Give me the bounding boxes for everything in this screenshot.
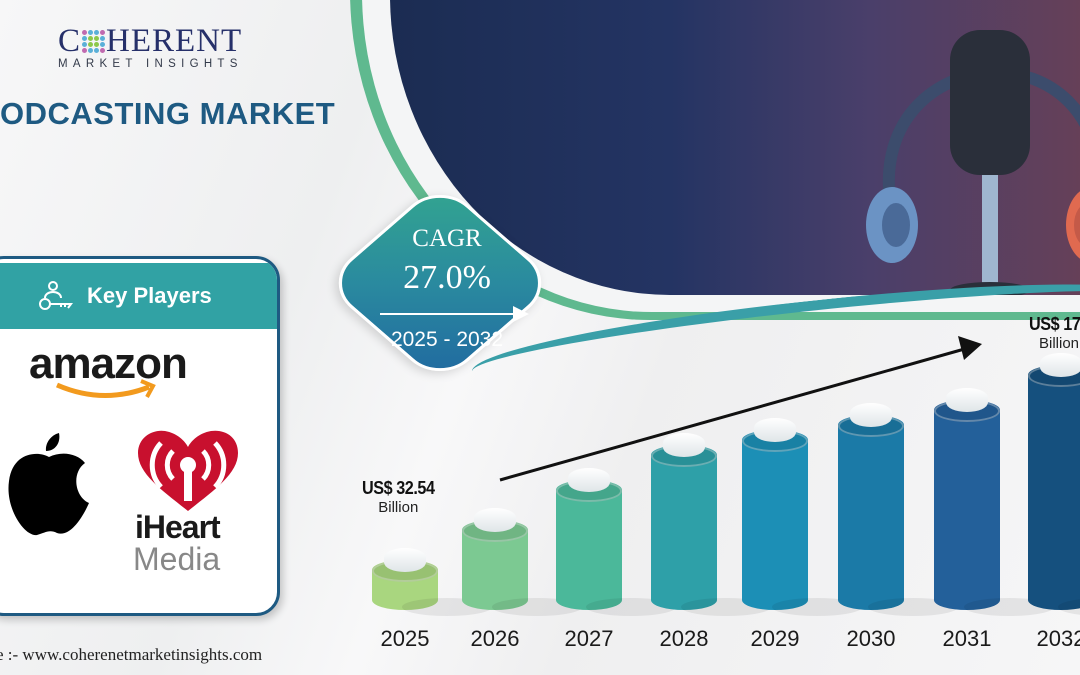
company-logo: C HERENT MARKET INSIGHTS: [58, 24, 258, 70]
x-tick-2030: 2030: [846, 626, 896, 651]
bar-2032: [1028, 353, 1080, 616]
bar-2028: [651, 433, 771, 616]
bar-2027: [556, 468, 676, 616]
logo-subtitle: MARKET INSIGHTS: [58, 58, 243, 70]
x-tick-2027: 2027: [564, 626, 614, 651]
x-tick-2028: 2028: [659, 626, 709, 651]
start-unit: Billion: [378, 499, 419, 516]
end-value-label: US$ 173 Billion: [1004, 314, 1080, 352]
bar-2026: [462, 508, 582, 616]
cagr-value: 27.0%: [403, 259, 491, 296]
apple-logo: [8, 433, 89, 536]
cagr-label: CAGR: [412, 225, 482, 252]
source-text: e :- www.coherenetmarketinsights.com: [0, 645, 263, 664]
cagr-badge: CAGR 27.0% 2025 - 2032: [321, 180, 559, 386]
microphone-headphones-icon: [866, 30, 1080, 295]
logo-text-herent: HERENT: [106, 23, 243, 59]
logo-text-c: C: [58, 23, 82, 59]
amazon-smile-icon: [56, 379, 156, 398]
end-value: US$ 173: [1029, 314, 1080, 334]
page-title: ODCASTING MARKET: [0, 96, 336, 131]
end-unit: Billion: [1038, 335, 1080, 352]
iheart-wordmark: iHeart: [135, 509, 221, 545]
arrow-right-icon: [380, 306, 529, 322]
x-tick-2026: 2026: [470, 626, 520, 651]
bar-2029: [742, 418, 862, 616]
bar-2025: [372, 548, 492, 616]
x-tick-2031: 2031: [942, 626, 992, 651]
bar-2031: [934, 388, 1054, 616]
key-players-title: Key Players: [87, 283, 212, 308]
key-players-header: Key Players: [0, 263, 277, 329]
start-value: US$ 32.54: [362, 478, 435, 498]
user-key-icon: [39, 281, 73, 310]
key-players-panel: Key Players amazon iHeart Media: [0, 256, 280, 616]
x-tick-2032: 2032: [1036, 626, 1080, 651]
iheartmedia-logo: [138, 430, 238, 511]
cagr-period: 2025 - 2032: [390, 328, 504, 351]
start-value-label: US$ 32.54 Billion: [358, 478, 439, 516]
x-tick-2029: 2029: [750, 626, 800, 651]
bar-2030: [838, 403, 958, 616]
amazon-logo: amazon: [29, 339, 188, 388]
logo-dots-icon: [82, 29, 106, 53]
x-tick-2025: 2025: [380, 626, 430, 651]
media-wordmark: Media: [133, 541, 221, 577]
